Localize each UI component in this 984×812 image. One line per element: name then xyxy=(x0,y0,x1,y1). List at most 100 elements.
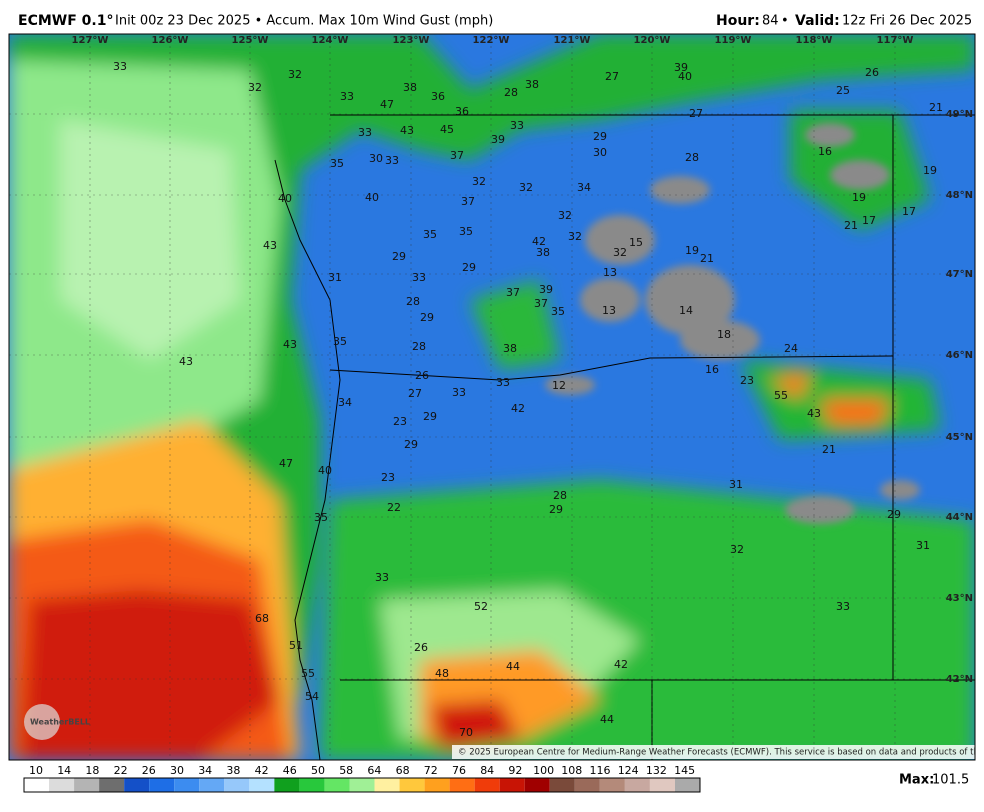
latitude-label: 44°N xyxy=(946,512,973,523)
gust-value: 21 xyxy=(844,219,858,232)
latitude-label: 49°N xyxy=(946,109,973,120)
gust-value: 35 xyxy=(330,157,344,170)
gust-value: 28 xyxy=(553,489,567,502)
longitude-label: 125°W xyxy=(232,35,269,46)
gust-value: 27 xyxy=(408,387,422,400)
colorbar-swatch xyxy=(499,778,525,792)
gust-value: 31 xyxy=(328,271,342,284)
colorbar-swatch xyxy=(574,778,600,792)
gust-value: 23 xyxy=(393,415,407,428)
gust-value: 33 xyxy=(113,60,127,73)
gust-value: 48 xyxy=(435,667,449,680)
gust-value: 30 xyxy=(593,146,607,159)
gust-value: 29 xyxy=(549,503,563,516)
colorbar-tick-label: 30 xyxy=(170,764,184,777)
gust-value: 43 xyxy=(807,407,821,420)
gust-value: 43 xyxy=(179,355,193,368)
gust-value: 19 xyxy=(852,191,866,204)
gust-value: 32 xyxy=(730,543,744,556)
gust-value: 40 xyxy=(365,191,379,204)
gust-value: 26 xyxy=(865,66,879,79)
colorbar-tick-label: 132 xyxy=(646,764,667,777)
gust-value: 39 xyxy=(674,61,688,74)
colorbar-tick-label: 58 xyxy=(339,764,353,777)
gust-value: 22 xyxy=(387,501,401,514)
gust-value: 68 xyxy=(255,612,269,625)
colorbar-swatch xyxy=(524,778,550,792)
gust-value: 19 xyxy=(685,244,699,257)
gust-value: 17 xyxy=(862,214,876,227)
gust-value: 21 xyxy=(822,443,836,456)
gust-value: 33 xyxy=(452,386,466,399)
colorbar-swatch xyxy=(199,778,225,792)
gust-value: 44 xyxy=(600,713,614,726)
latitude-label: 42°N xyxy=(946,674,973,685)
colorbar-swatch xyxy=(624,778,650,792)
colorbar-tick-label: 14 xyxy=(57,764,71,777)
gust-value: 35 xyxy=(423,228,437,241)
gust-value: 25 xyxy=(836,84,850,97)
gust-value: 52 xyxy=(474,600,488,613)
colorbar-tick-label: 145 xyxy=(674,764,695,777)
colorbar-tick-label: 64 xyxy=(367,764,381,777)
gust-value: 32 xyxy=(288,68,302,81)
longitude-label: 122°W xyxy=(473,35,510,46)
colorbar-swatch xyxy=(49,778,75,792)
colorbar-swatch xyxy=(424,778,450,792)
colorbar-tick-label: 76 xyxy=(452,764,466,777)
gust-value: 24 xyxy=(784,342,798,355)
gust-value: 42 xyxy=(614,658,628,671)
gust-value: 38 xyxy=(503,342,517,355)
gust-value: 26 xyxy=(415,369,429,382)
gust-value: 35 xyxy=(459,225,473,238)
gust-value: 37 xyxy=(450,149,464,162)
gust-value: 42 xyxy=(511,402,525,415)
gust-value: 33 xyxy=(375,571,389,584)
gust-value: 51 xyxy=(289,639,303,652)
colorbar-swatch xyxy=(149,778,175,792)
gust-value: 42 xyxy=(532,235,546,248)
colorbar-tick-label: 22 xyxy=(114,764,128,777)
colorbar-tick-label: 34 xyxy=(198,764,212,777)
gust-value: 37 xyxy=(534,297,548,310)
colorbar-frame xyxy=(23,777,701,793)
gust-value: 35 xyxy=(314,511,328,524)
gust-value: 17 xyxy=(902,205,916,218)
gust-value: 32 xyxy=(519,181,533,194)
latitude-label: 46°N xyxy=(946,350,973,361)
longitude-label: 117°W xyxy=(877,35,914,46)
gust-value: 37 xyxy=(506,286,520,299)
gust-value: 29 xyxy=(593,130,607,143)
gust-value: 29 xyxy=(392,250,406,263)
longitude-label: 126°W xyxy=(152,35,189,46)
gust-value: 28 xyxy=(685,151,699,164)
colorbar-tick-label: 10 xyxy=(29,764,43,777)
latitude-label: 43°N xyxy=(946,593,973,604)
gust-value: 36 xyxy=(431,90,445,103)
gust-value: 34 xyxy=(577,181,591,194)
longitude-label: 127°W xyxy=(72,35,109,46)
gust-value: 33 xyxy=(412,271,426,284)
gust-value: 23 xyxy=(740,374,754,387)
gust-value: 29 xyxy=(887,508,901,521)
gust-value: 33 xyxy=(385,154,399,167)
longitude-label: 120°W xyxy=(634,35,671,46)
gust-value: 38 xyxy=(525,78,539,91)
gust-value: 33 xyxy=(358,126,372,139)
colorbar-swatch xyxy=(24,778,50,792)
gust-value: 30 xyxy=(369,152,383,165)
gust-value: 31 xyxy=(729,478,743,491)
colorbar-tick-label: 108 xyxy=(561,764,582,777)
gust-value: 28 xyxy=(412,340,426,353)
gust-value: 47 xyxy=(380,98,394,111)
gust-value: 15 xyxy=(629,236,643,249)
colorbar-tick-label: 124 xyxy=(618,764,639,777)
colorbar-tick-label: 38 xyxy=(226,764,240,777)
gust-value: 54 xyxy=(305,690,319,703)
gust-value: 70 xyxy=(459,726,473,739)
gust-value: 33 xyxy=(510,119,524,132)
gust-value: 37 xyxy=(461,195,475,208)
colorbar-swatch xyxy=(349,778,375,792)
separator: • xyxy=(781,14,789,29)
gust-value: 27 xyxy=(605,70,619,83)
